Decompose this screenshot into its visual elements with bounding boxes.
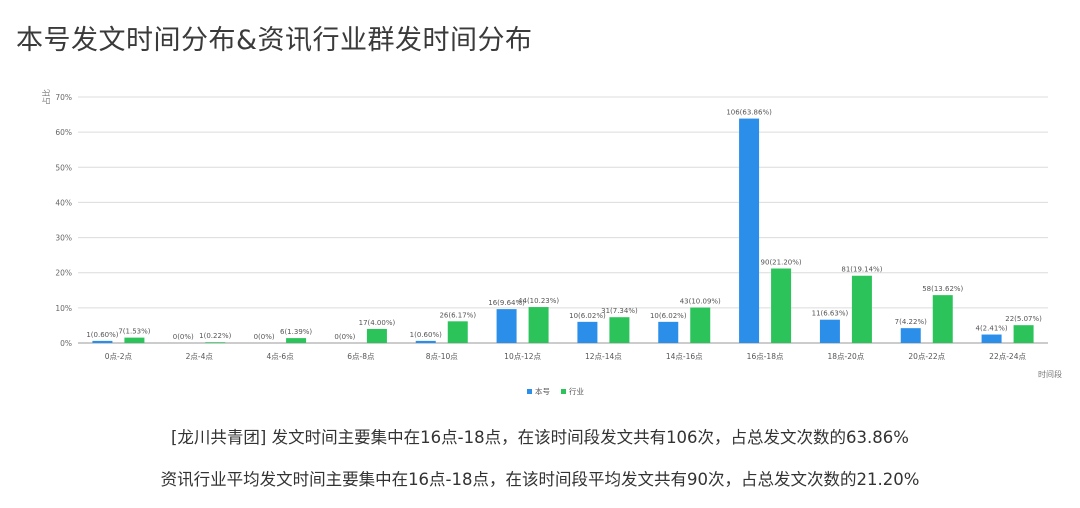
y-tick-label: 70% bbox=[55, 93, 72, 102]
legend-swatch bbox=[561, 389, 566, 394]
data-label-industry: 6(1.39%) bbox=[280, 328, 312, 336]
x-tick-label: 18点-20点 bbox=[828, 352, 865, 361]
data-label-account: 106(63.86%) bbox=[726, 109, 772, 117]
bar-industry bbox=[286, 338, 307, 343]
data-label-account: 16(9.64%) bbox=[488, 299, 525, 307]
data-label-industry: 7(1.53%) bbox=[118, 328, 150, 336]
data-label-industry: 43(10.09%) bbox=[680, 298, 721, 306]
bar-account bbox=[658, 321, 679, 343]
bar-account bbox=[92, 340, 113, 343]
bar-industry bbox=[851, 275, 872, 343]
bar-account bbox=[739, 118, 760, 343]
y-tick-label: 10% bbox=[55, 304, 72, 313]
bar-account bbox=[900, 328, 921, 343]
data-label-account: 0(0%) bbox=[173, 333, 194, 341]
data-label-account: 0(0%) bbox=[254, 333, 275, 341]
x-tick-label: 0点-2点 bbox=[105, 352, 133, 361]
data-label-industry: 22(5.07%) bbox=[1005, 315, 1042, 323]
y-tick-label: 40% bbox=[55, 198, 72, 207]
x-tick-label: 4点-6点 bbox=[266, 352, 294, 361]
x-tick-label: 12点-14点 bbox=[585, 352, 622, 361]
data-label-account: 1(0.60%) bbox=[410, 331, 442, 339]
x-tick-label: 8点-10点 bbox=[426, 352, 459, 361]
data-label-industry: 90(21.20%) bbox=[761, 258, 802, 266]
bar-industry bbox=[932, 295, 953, 343]
bar-account bbox=[415, 340, 436, 343]
bar-industry bbox=[609, 317, 630, 343]
legend-label: 行业 bbox=[569, 386, 584, 396]
data-label-industry: 44(10.23%) bbox=[518, 297, 559, 305]
x-tick-label: 20点-22点 bbox=[908, 352, 945, 361]
y-tick-label: 0% bbox=[60, 339, 72, 348]
bar-industry bbox=[1013, 325, 1034, 343]
data-label-industry: 17(4.00%) bbox=[359, 319, 396, 327]
legend-label: 本号 bbox=[535, 386, 550, 396]
bar-industry bbox=[771, 268, 792, 343]
bar-industry bbox=[205, 342, 226, 343]
data-label-account: 4(2.41%) bbox=[976, 325, 1008, 333]
data-label-account: 1(0.60%) bbox=[86, 331, 118, 339]
x-axis-label: 时间段 bbox=[1038, 369, 1062, 379]
legend-swatch bbox=[527, 389, 532, 394]
data-label-account: 7(4.22%) bbox=[895, 318, 927, 326]
data-label-industry: 81(19.14%) bbox=[841, 266, 882, 274]
data-label-industry: 1(0.22%) bbox=[199, 332, 231, 340]
data-label-account: 11(6.63%) bbox=[812, 310, 849, 318]
y-tick-label: 50% bbox=[55, 163, 72, 172]
x-tick-label: 14点-16点 bbox=[666, 352, 703, 361]
x-tick-label: 6点-8点 bbox=[347, 352, 375, 361]
y-tick-label: 60% bbox=[55, 128, 72, 137]
bar-industry bbox=[528, 307, 549, 343]
bar-industry bbox=[690, 307, 711, 343]
bar-industry bbox=[366, 328, 387, 343]
data-label-account: 0(0%) bbox=[334, 333, 355, 341]
summary-line-industry: 资讯行业平均发文时间主要集中在16点-18点，在该时间段平均发文共有90次，占总… bbox=[160, 470, 920, 489]
summary-line-account: [龙川共青团] 发文时间主要集中在16点-18点，在该时间段发文共有106次，占… bbox=[171, 428, 909, 447]
x-tick-label: 2点-4点 bbox=[186, 352, 214, 361]
data-label-account: 10(6.02%) bbox=[569, 312, 606, 320]
x-tick-label: 16点-18点 bbox=[747, 352, 784, 361]
data-label-account: 10(6.02%) bbox=[650, 312, 687, 320]
y-tick-label: 30% bbox=[55, 234, 72, 243]
bar-account bbox=[819, 319, 840, 343]
data-label-industry: 26(6.17%) bbox=[439, 311, 476, 319]
bar-account bbox=[577, 321, 598, 343]
page-title: 本号发文时间分布&资讯行业群发时间分布 bbox=[16, 25, 533, 56]
bar-account bbox=[981, 334, 1002, 343]
x-tick-label: 10点-12点 bbox=[504, 352, 541, 361]
data-label-industry: 58(13.62%) bbox=[922, 285, 963, 293]
bar-industry bbox=[447, 321, 468, 343]
bar-industry bbox=[124, 337, 145, 343]
x-tick-label: 22点-24点 bbox=[989, 352, 1026, 361]
y-axis-label: 占比 bbox=[41, 89, 51, 105]
bar-account bbox=[496, 309, 517, 343]
y-tick-label: 20% bbox=[55, 269, 72, 278]
data-label-industry: 31(7.34%) bbox=[601, 307, 638, 315]
